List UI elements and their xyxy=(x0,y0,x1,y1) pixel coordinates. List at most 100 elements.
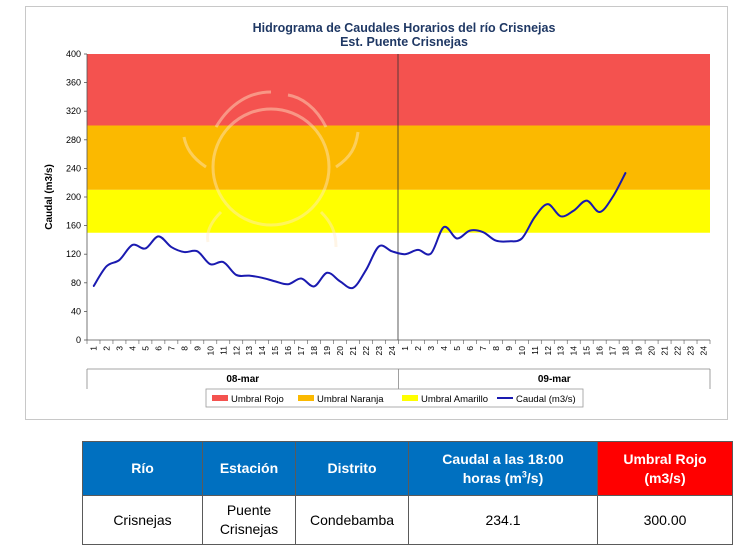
y-tick-label: 200 xyxy=(66,192,81,202)
caudal-data-point xyxy=(170,246,172,248)
caudal-data-point xyxy=(482,231,484,233)
x-tick-label: 4 xyxy=(127,346,137,351)
caudal-data-point xyxy=(612,196,614,198)
caudal-data-point xyxy=(547,203,549,205)
x-tick-label: 23 xyxy=(374,346,384,356)
x-tick-label: 18 xyxy=(309,346,319,356)
y-tick-label: 160 xyxy=(66,221,81,231)
caudal-data-point xyxy=(469,230,471,232)
x-tick-label: 14 xyxy=(257,346,267,356)
header-umbral-line2: (m3/s) xyxy=(644,469,686,486)
x-tick-label: 11 xyxy=(218,346,228,355)
x-tick-label: 16 xyxy=(595,346,605,356)
cell-rio: Crisnejas xyxy=(82,495,203,545)
caudal-data-point xyxy=(508,240,510,242)
x-tick-label: 20 xyxy=(647,346,657,356)
header-estacion: Estación xyxy=(202,441,296,496)
caudal-data-point xyxy=(573,209,575,212)
threshold-band-umbral-rojo xyxy=(87,54,710,126)
x-tick-label: 7 xyxy=(166,346,176,351)
x-tick-label: 10 xyxy=(517,346,527,356)
x-tick-label: 6 xyxy=(465,346,475,351)
caudal-data-point xyxy=(326,272,328,274)
table-header-row: Río Estación Distrito Caudal a las 18:00… xyxy=(82,441,733,496)
legend-swatch xyxy=(298,395,314,401)
legend-label: Caudal (m3/s) xyxy=(516,394,576,405)
x-tick-label: 24 xyxy=(387,346,397,356)
x-tick-label: 15 xyxy=(270,346,280,356)
y-tick-label: 320 xyxy=(66,106,81,116)
caudal-data-point xyxy=(209,263,211,265)
caudal-data-point xyxy=(196,250,198,252)
x-tick-label: 11 xyxy=(530,346,540,355)
x-tick-label: 12 xyxy=(231,346,241,356)
threshold-band-umbral-naranja xyxy=(87,125,710,190)
legend-swatch xyxy=(402,395,418,401)
station-info-table: Río Estación Distrito Caudal a las 18:00… xyxy=(82,441,733,545)
caudal-data-point xyxy=(365,269,367,271)
header-caudal-line1: Caudal a las 18:00 xyxy=(442,450,564,467)
header-caudal-line2b: /s) xyxy=(526,469,544,486)
legend-label: Umbral Naranja xyxy=(317,394,384,405)
header-umbral-line1: Umbral Rojo xyxy=(623,450,707,467)
legend-label: Umbral Amarillo xyxy=(421,394,488,405)
x-tick-label: 18 xyxy=(621,346,631,356)
x-tick-label: 16 xyxy=(283,346,293,356)
caudal-data-point xyxy=(417,249,419,251)
caudal-data-point xyxy=(378,245,380,247)
x-tick-label: 2 xyxy=(101,346,111,351)
x-tick-label: 3 xyxy=(426,346,436,351)
caudal-data-point xyxy=(339,280,341,282)
x-tick-label: 10 xyxy=(205,346,215,356)
chart-title: Hidrograma de Caudales Horarios del río … xyxy=(253,21,556,35)
caudal-data-point xyxy=(313,285,315,287)
caudal-data-point xyxy=(248,275,250,277)
x-tick-label: 7 xyxy=(478,346,488,351)
x-tick-label: 14 xyxy=(569,346,579,356)
hydrograph-chart: Hidrograma de Caudales Horarios del río … xyxy=(44,21,711,408)
x-tick-label: 6 xyxy=(153,346,163,351)
x-tick-label: 19 xyxy=(322,346,332,356)
table-row: Crisnejas Puente Crisnejas Condebamba 23… xyxy=(82,495,733,545)
x-tick-label: 17 xyxy=(296,346,306,356)
caudal-data-point xyxy=(456,237,458,240)
x-tick-label: 15 xyxy=(582,346,592,356)
x-tick-label: 5 xyxy=(452,346,462,351)
series-layer xyxy=(92,172,627,290)
x-tick-label: 9 xyxy=(192,346,202,351)
date-group-labels: 08-mar 09-mar xyxy=(86,368,711,389)
header-distrito: Distrito xyxy=(295,441,409,496)
caudal-data-point xyxy=(521,237,523,240)
x-tick-label: 12 xyxy=(543,346,553,356)
caudal-data-point xyxy=(300,277,302,280)
x-tick-label: 5 xyxy=(140,346,150,351)
legend-box xyxy=(205,388,584,408)
x-tick-label: 22 xyxy=(673,346,683,356)
chart-subtitle: Est. Puente Crisnejas xyxy=(340,35,468,49)
header-caudal-sup: 3 xyxy=(521,468,527,479)
y-tick-label: 360 xyxy=(66,78,81,88)
caudal-data-point xyxy=(222,261,224,263)
caudal-data-point xyxy=(105,265,108,267)
caudal-data-point xyxy=(352,287,354,289)
y-tick-label: 280 xyxy=(66,135,81,145)
caudal-data-point xyxy=(157,235,159,237)
x-tick-label: 9 xyxy=(504,346,514,351)
x-tick-label: 4 xyxy=(439,346,449,351)
caudal-data-point xyxy=(560,215,562,217)
caudal-data-point xyxy=(443,226,445,228)
cell-estacion-line2: Crisnejas xyxy=(219,521,279,537)
date-group-label: 08-mar xyxy=(226,374,259,385)
x-tick-label: 17 xyxy=(608,346,618,356)
x-tick-label: 23 xyxy=(686,346,696,356)
y-tick-label: 400 xyxy=(66,49,81,59)
caudal-data-point xyxy=(391,250,393,252)
caudal-data-point xyxy=(261,277,263,279)
caudal-data-point xyxy=(599,211,601,213)
header-caudal-line2a: horas (m xyxy=(462,469,522,486)
sun-watermark-icon xyxy=(182,90,360,248)
cell-estacion-line1: Puente xyxy=(226,502,272,518)
x-tick-label: 13 xyxy=(244,346,254,356)
x-tick-label: 3 xyxy=(114,346,124,351)
x-axis: 1 2 3 4 5 6 7 8 9 10 11 12 13 14 15 16 17 18 19 20 21 22 23 24 1… xyxy=(86,339,711,356)
